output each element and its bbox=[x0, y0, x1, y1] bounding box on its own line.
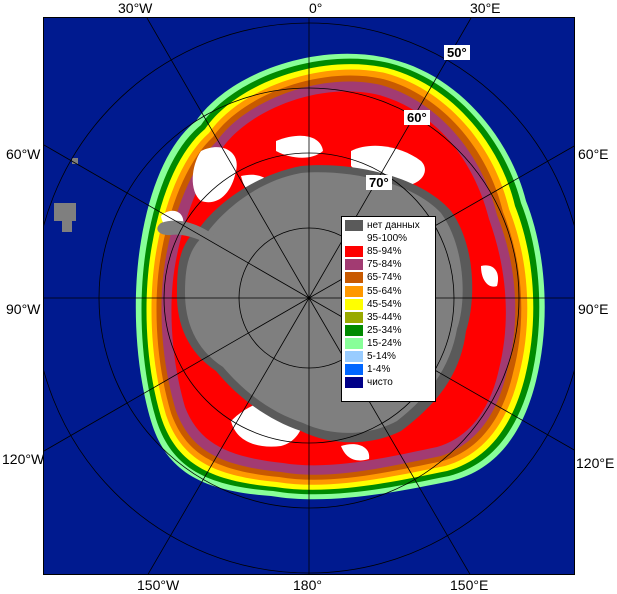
lon-label-180: 180° bbox=[293, 577, 322, 593]
legend-item: 35-44% bbox=[345, 311, 432, 324]
legend-swatch bbox=[345, 272, 363, 284]
legend-item: 85-94% bbox=[345, 245, 432, 258]
legend-item: 45-54% bbox=[345, 298, 432, 311]
legend-swatch bbox=[345, 220, 363, 232]
legend-swatch bbox=[345, 298, 363, 310]
legend-label: 35-44% bbox=[367, 311, 402, 323]
map-frame bbox=[43, 17, 575, 575]
legend-swatch bbox=[345, 246, 363, 258]
legend-item: 65-74% bbox=[345, 271, 432, 284]
legend-swatch bbox=[345, 350, 363, 362]
lon-label-90w: 90°W bbox=[6, 301, 41, 317]
legend-swatch bbox=[345, 285, 363, 297]
lon-label-120w: 120°W bbox=[2, 451, 45, 467]
lon-label-60w: 60°W bbox=[6, 146, 41, 162]
legend-item: 25-34% bbox=[345, 324, 432, 337]
legend-label: 15-24% bbox=[367, 337, 402, 349]
legend-label: 25-34% bbox=[367, 324, 402, 336]
legend-item: 1-4% bbox=[345, 363, 432, 376]
legend-label: 85-94% bbox=[367, 246, 402, 258]
legend-item: нет данных bbox=[345, 219, 432, 232]
legend-item: 5-14% bbox=[345, 350, 432, 363]
legend-item: 55-64% bbox=[345, 284, 432, 297]
legend-swatch bbox=[345, 311, 363, 323]
legend-swatch bbox=[345, 364, 363, 376]
legend-swatch bbox=[345, 377, 363, 389]
lon-label-120e: 120°E bbox=[576, 455, 615, 471]
lon-label-150e: 150°E bbox=[450, 577, 489, 593]
legend-label: 5-14% bbox=[367, 350, 396, 362]
lon-label-30w: 30°W bbox=[118, 0, 153, 16]
antarctic-peninsula bbox=[157, 220, 216, 246]
legend-swatch bbox=[345, 337, 363, 349]
legend-item: 15-24% bbox=[345, 337, 432, 350]
legend-item: 75-84% bbox=[345, 258, 432, 271]
legend-label: 1-4% bbox=[367, 364, 391, 376]
legend-item: 95-100% bbox=[345, 232, 432, 245]
legend-item: чисто bbox=[345, 376, 432, 389]
legend-swatch bbox=[345, 259, 363, 271]
legend-label: 45-54% bbox=[367, 298, 402, 310]
legend-swatch bbox=[345, 233, 363, 245]
legend-label: чисто bbox=[367, 377, 393, 389]
legend-label: 55-64% bbox=[367, 285, 402, 297]
legend-label: 95-100% bbox=[367, 233, 408, 245]
lat-label-50: 50° bbox=[444, 45, 470, 60]
islands bbox=[54, 158, 78, 232]
lon-label-60e: 60°E bbox=[578, 146, 609, 162]
lat-label-70: 70° bbox=[366, 175, 392, 190]
graticule bbox=[44, 18, 574, 574]
sea-ice-map bbox=[44, 18, 574, 574]
lon-label-90e: 90°E bbox=[578, 301, 609, 317]
lon-label-30e: 30°E bbox=[470, 0, 501, 16]
legend-label: 65-74% bbox=[367, 272, 402, 284]
lat-label-60: 60° bbox=[404, 110, 430, 125]
legend-label: нет данных bbox=[367, 220, 420, 232]
legend-swatch bbox=[345, 324, 363, 336]
lon-label-150w: 150°W bbox=[137, 577, 180, 593]
legend-label: 75-84% bbox=[367, 259, 402, 271]
legend: нет данных 95-100% 85-94% 75-84% 65-74% 55-64… bbox=[341, 216, 436, 402]
lon-label-0: 0° bbox=[309, 0, 323, 16]
